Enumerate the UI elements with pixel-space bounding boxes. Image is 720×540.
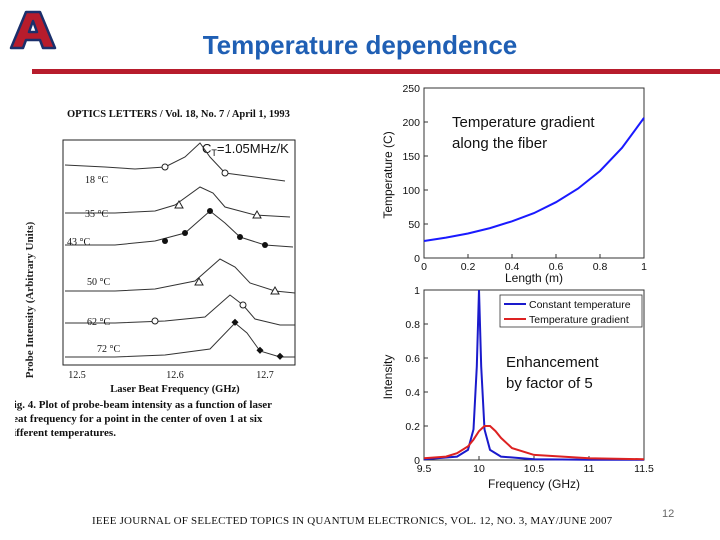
rb-xtick-label: 10 (473, 463, 485, 475)
enhancement-annotation: Enhancement by factor of 5 (506, 352, 599, 394)
temperature-curve (423, 117, 645, 242)
curve-50c (65, 258, 296, 294)
rt-ytick-label: 0 (414, 253, 420, 265)
temp-label-35: 35 °C (85, 209, 108, 220)
rt-xtick-label: 1 (641, 261, 647, 273)
ct-annotation: CT=1.05MHz/K (202, 141, 289, 158)
temp-label-43: 43 °C (67, 237, 90, 248)
curve-18c (64, 142, 286, 182)
university-logo: A (9, 10, 57, 50)
temperature-gradient-chart: 0 0.2 0.4 0.6 0.8 1 0 50 100 150 200 250 Length (m)… (381, 83, 647, 285)
rt-ticks: 0 0.2 0.4 0.6 0.8 1 0 50 100 150 200 250 (402, 83, 647, 273)
left-tick-12.5: 12.5 (68, 370, 86, 381)
rb-xtick-label: 11.5 (634, 463, 654, 475)
left-figure: OPTICS LETTERS / Vol. 18, No. 7 / April … (15, 109, 296, 439)
curve-35c (65, 186, 291, 218)
rt-ytick-label: 150 (402, 151, 420, 163)
left-figure-header: OPTICS LETTERS / Vol. 18, No. 7 / April … (67, 109, 290, 120)
logo-a-shape (9, 10, 57, 50)
rt-ytick-label: 50 (408, 219, 420, 231)
caption-line-2: beat frequency for a point in the center… (15, 413, 263, 425)
rb-ylabel: Intensity (381, 355, 395, 400)
frequency-intensity-chart: 9.5 10 10.5 11 11.5 0 0.2 0.4 0.6 0.8 1 Constant t… (381, 285, 654, 491)
legend-label-gradient: Temperature gradient (529, 314, 629, 326)
gradient-annotation-line-1: Temperature gradient (452, 114, 595, 131)
rt-ytick-label: 250 (402, 83, 420, 95)
rb-ytick-label: 0.4 (405, 387, 420, 399)
gradient-annotation-line-2: along the fiber (452, 135, 548, 152)
caption-line-3: different temperatures. (15, 427, 116, 439)
temp-label-50: 50 °C (87, 277, 110, 288)
rt-xtick-label: 0.8 (593, 261, 608, 273)
rt-ytick-label: 100 (402, 185, 420, 197)
enhancement-annotation-line-2: by factor of 5 (506, 375, 593, 392)
left-open-markers (151, 163, 280, 325)
left-plot-frame (62, 139, 296, 366)
left-figure-ylabel: Probe Intensity (Arbitrary Units) (24, 221, 36, 378)
rb-xtick-label: 11 (584, 463, 595, 475)
rt-xtick-label: 0 (421, 261, 427, 273)
temperature-gradient-curve (423, 425, 645, 461)
gradient-annotation: Temperature gradient along the fiber (452, 112, 595, 154)
temp-label-18: 18 °C (85, 175, 108, 186)
curve-62c (65, 294, 295, 326)
rt-xtick-label: 0.2 (461, 261, 476, 273)
rt-xtick-label: 0.6 (549, 261, 564, 273)
constant-temperature-curve (423, 289, 645, 461)
caption-line-1: Fig. 4. Plot of probe-beam intensity as … (15, 399, 272, 411)
slide-title: Temperature dependence (202, 30, 518, 60)
legend-label-constant: Constant temperature (529, 299, 631, 311)
journal-citation: IEEE JOURNAL OF SELECTED TOPICS IN QUANT… (92, 515, 613, 527)
rb-xlabel: Frequency (GHz) (488, 477, 580, 491)
enhancement-annotation-line-1: Enhancement (506, 354, 599, 371)
rb-legend-box (499, 294, 643, 328)
rb-ticks: 9.5 10 10.5 11 11.5 0 0.2 0.4 0.6 0.8 1 (405, 285, 654, 475)
rb-ytick-label: 0.2 (405, 421, 420, 433)
rt-xlabel: Length (m) (505, 271, 563, 285)
rb-ytick-label: 0 (414, 455, 420, 467)
page-number: 12 (662, 508, 675, 520)
rb-legend: Constant temperature Temperature gradien… (499, 294, 643, 328)
rb-ytick-label: 0.8 (405, 319, 420, 331)
left-curve-markers (162, 208, 284, 360)
temp-label-72: 72 °C (97, 344, 120, 355)
rb-ytick-label: 1 (414, 285, 420, 297)
left-tick-12.6: 12.6 (166, 370, 184, 381)
rt-ytick-label: 200 (402, 117, 420, 129)
rb-ytick-label: 0.6 (405, 353, 420, 365)
temp-label-62: 62 °C (87, 317, 110, 328)
rb-xtick-label: 9.5 (417, 463, 432, 475)
rt-plot-frame (423, 87, 645, 259)
rb-xtick-label: 10.5 (524, 463, 545, 475)
rt-ylabel: Temperature (C) (381, 131, 395, 218)
rt-xtick-label: 0.4 (505, 261, 520, 273)
title-underline (32, 69, 720, 74)
left-figure-xlabel: Laser Beat Frequency (GHz) (110, 384, 240, 395)
left-tick-12.7: 12.7 (256, 370, 274, 381)
